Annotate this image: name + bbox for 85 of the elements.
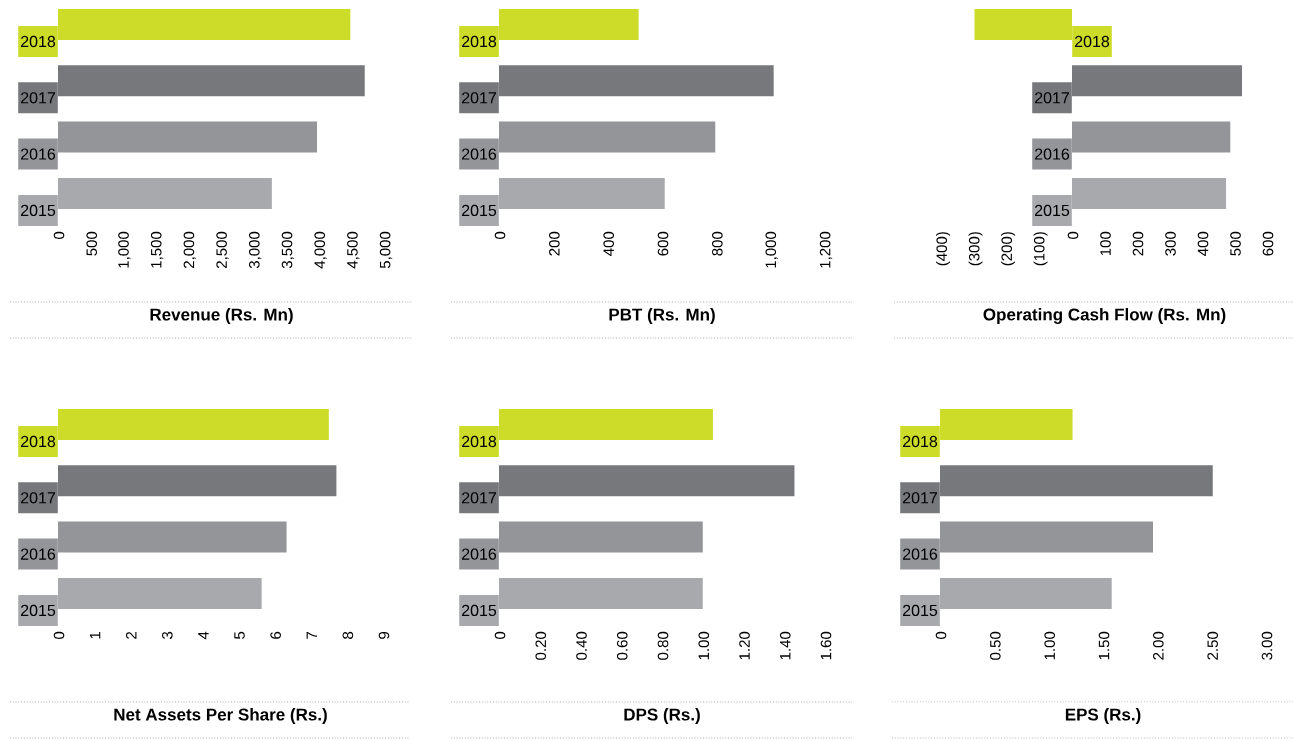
- x-tick-label: (400): [936, 232, 950, 266]
- y-tick-label: 2015: [1035, 204, 1070, 217]
- x-tick-label: 0: [1067, 231, 1079, 239]
- x-tick-label: 9: [378, 631, 390, 639]
- x-tick-label: (300): [968, 232, 983, 266]
- x-tick-label: 3,000: [249, 231, 262, 269]
- x-tick-label: 6: [270, 631, 281, 639]
- x-tick-label: 4,000: [314, 231, 327, 269]
- x-tick-label: 400: [1197, 231, 1209, 256]
- y-tick-label: 2018: [903, 435, 938, 448]
- y-tick-label: 2016: [21, 548, 56, 560]
- x-tick-label: 1.20: [739, 631, 750, 660]
- x-tick-label: 0.40: [576, 631, 587, 660]
- y-tick-label: 2016: [1035, 148, 1070, 160]
- y-tick-label: 2015: [21, 604, 56, 617]
- y-tick-label: 2018: [462, 35, 497, 48]
- x-tick-label: 600: [1262, 231, 1274, 256]
- x-tick-label: 1.50: [1098, 631, 1110, 660]
- x-tick-label: 7: [306, 631, 317, 639]
- x-tick-label: (100): [1033, 232, 1048, 266]
- x-tick-label: 800: [712, 231, 723, 256]
- x-tick-label: 5: [234, 631, 245, 639]
- y-tick-label: 2016: [462, 148, 497, 160]
- x-tick-label: 0: [53, 231, 65, 239]
- x-tick-label: 1,000: [765, 231, 778, 268]
- y-tick-label: 2015: [462, 204, 497, 217]
- x-tick-label: 1: [89, 631, 101, 639]
- x-tick-label: 5,000: [379, 231, 393, 269]
- x-tick-label: 400: [603, 231, 614, 256]
- x-tick-label: 500: [1230, 231, 1241, 256]
- y-tick-label: 2016: [903, 548, 938, 560]
- y-tick-label: 2016: [21, 148, 56, 160]
- x-tick-label: 4: [198, 631, 209, 640]
- x-tick-label: 0: [935, 631, 947, 639]
- x-tick-label: 300: [1165, 231, 1176, 256]
- x-tick-label: 0.60: [616, 631, 628, 660]
- x-tick-label: 1,500: [150, 231, 164, 268]
- x-tick-label: 2: [125, 631, 137, 639]
- x-tick-label: 3,500: [281, 231, 295, 269]
- text: Operating Cash Flow (Rs. Mn): [983, 308, 1226, 324]
- x-tick-label: 0: [53, 631, 65, 639]
- text: PBT (Rs. Mn): [609, 308, 715, 324]
- x-tick-label: 0.50: [990, 631, 1001, 660]
- x-tick-label: 0.80: [657, 631, 669, 660]
- x-tick-label: 2,000: [183, 231, 196, 268]
- x-tick-label: (200): [1001, 232, 1015, 266]
- x-tick-label: 1.00: [1044, 631, 1055, 660]
- x-tick-label: 3.00: [1261, 631, 1273, 660]
- y-tick-label: 2017: [21, 492, 55, 504]
- x-tick-label: 1,200: [819, 231, 833, 268]
- text: DPS (Rs.): [624, 708, 700, 724]
- x-tick-label: 1.00: [698, 631, 710, 660]
- x-tick-label: 0: [494, 631, 506, 639]
- y-tick-label: 2018: [21, 435, 56, 448]
- x-tick-label: 100: [1100, 231, 1111, 256]
- x-tick-label: 200: [1132, 231, 1144, 256]
- y-tick-label: 2015: [903, 604, 938, 617]
- y-tick-label: 2017: [462, 92, 496, 104]
- x-tick-label: 1,000: [118, 231, 131, 268]
- y-tick-label: 2015: [462, 604, 497, 617]
- x-tick-label: 1.60: [820, 631, 832, 660]
- x-tick-label: 2.00: [1153, 631, 1164, 660]
- y-tick-label: 2017: [462, 492, 496, 504]
- x-tick-label: 4,500: [347, 231, 360, 269]
- x-tick-label: 8: [342, 631, 354, 639]
- x-tick-label: 0.20: [535, 631, 547, 660]
- y-tick-label: 2016: [462, 548, 497, 560]
- x-tick-label: 500: [86, 231, 98, 256]
- x-tick-label: 1.40: [779, 631, 791, 660]
- text: Revenue (Rs. Mn): [150, 308, 293, 324]
- y-tick-label: 2018: [1075, 35, 1110, 48]
- x-tick-label: 0: [494, 231, 506, 239]
- y-tick-label: 2018: [462, 435, 497, 448]
- y-tick-label: 2017: [21, 92, 55, 104]
- y-tick-label: 2018: [21, 35, 56, 48]
- x-tick-label: 600: [657, 231, 669, 256]
- x-tick-label: 200: [549, 231, 560, 256]
- x-tick-label: 3: [162, 631, 173, 639]
- x-tick-label: 2,500: [216, 231, 229, 268]
- x-tick-label: 2.50: [1207, 631, 1218, 660]
- text: Net Assets Per Share (Rs.): [114, 708, 327, 724]
- y-tick-label: 2017: [903, 492, 937, 504]
- text: EPS (Rs.): [1065, 708, 1141, 724]
- y-tick-label: 2015: [21, 204, 56, 217]
- y-tick-label: 2017: [1035, 92, 1069, 104]
